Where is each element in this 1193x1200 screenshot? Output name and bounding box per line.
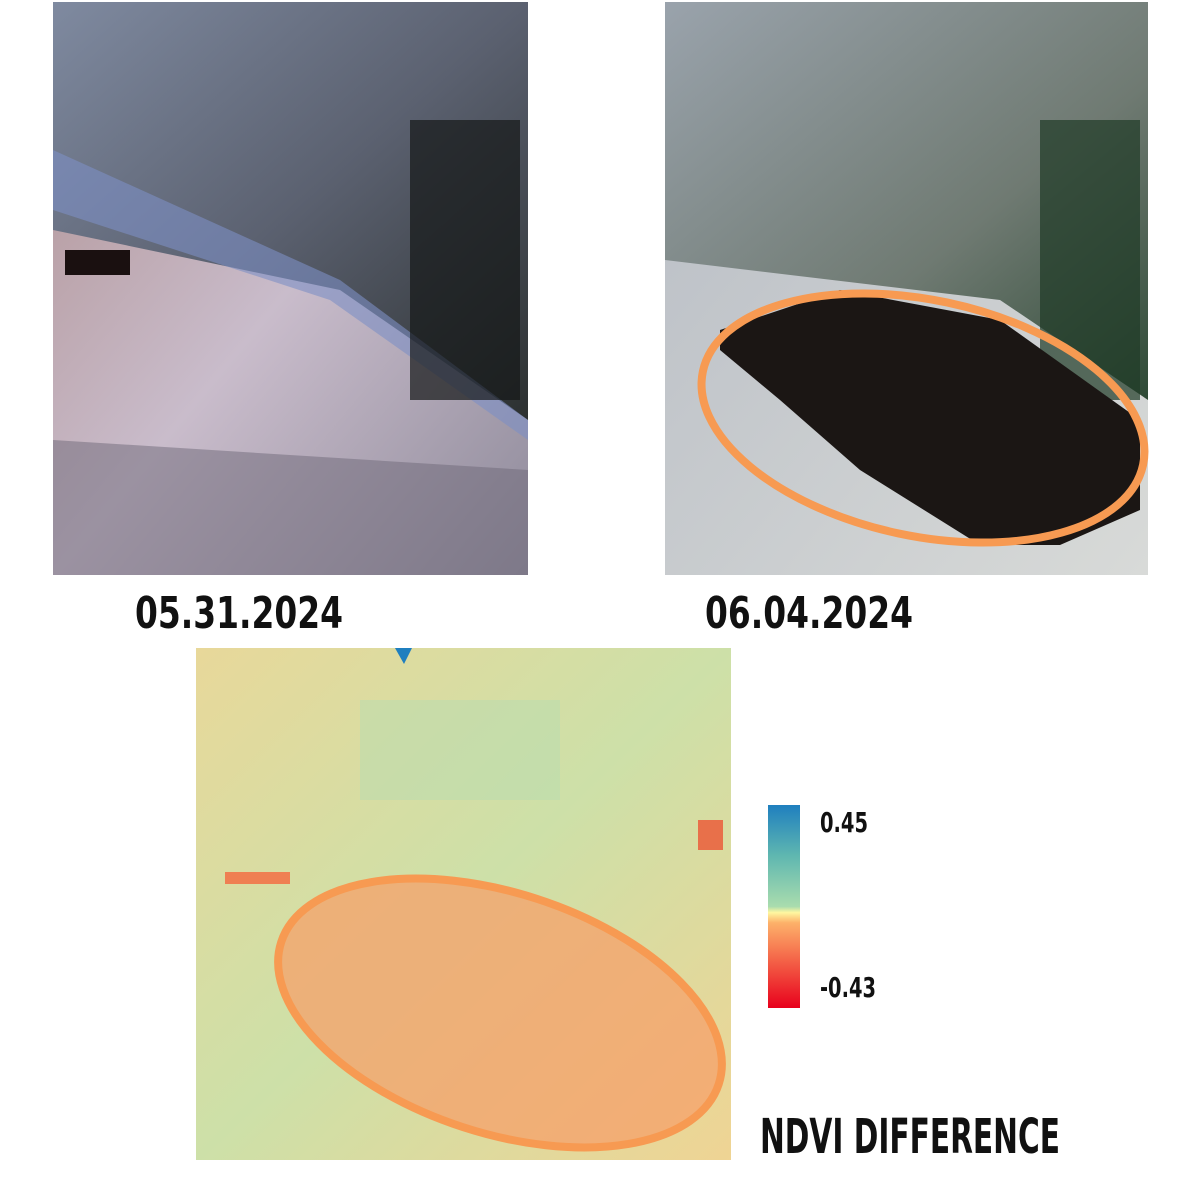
date-label: 06.04.2024 bbox=[705, 588, 913, 639]
colorbar bbox=[768, 805, 800, 1008]
ndvi-map bbox=[196, 648, 731, 1160]
date-label: 05.31.2024 bbox=[135, 588, 343, 639]
colorbar-max: 0.45 bbox=[820, 806, 868, 839]
after-image bbox=[665, 2, 1149, 575]
before-image bbox=[53, 2, 528, 575]
ndvi-title: NDVI DIFFERENCE bbox=[760, 1109, 1060, 1165]
colorbar-min: -0.43 bbox=[820, 971, 876, 1004]
